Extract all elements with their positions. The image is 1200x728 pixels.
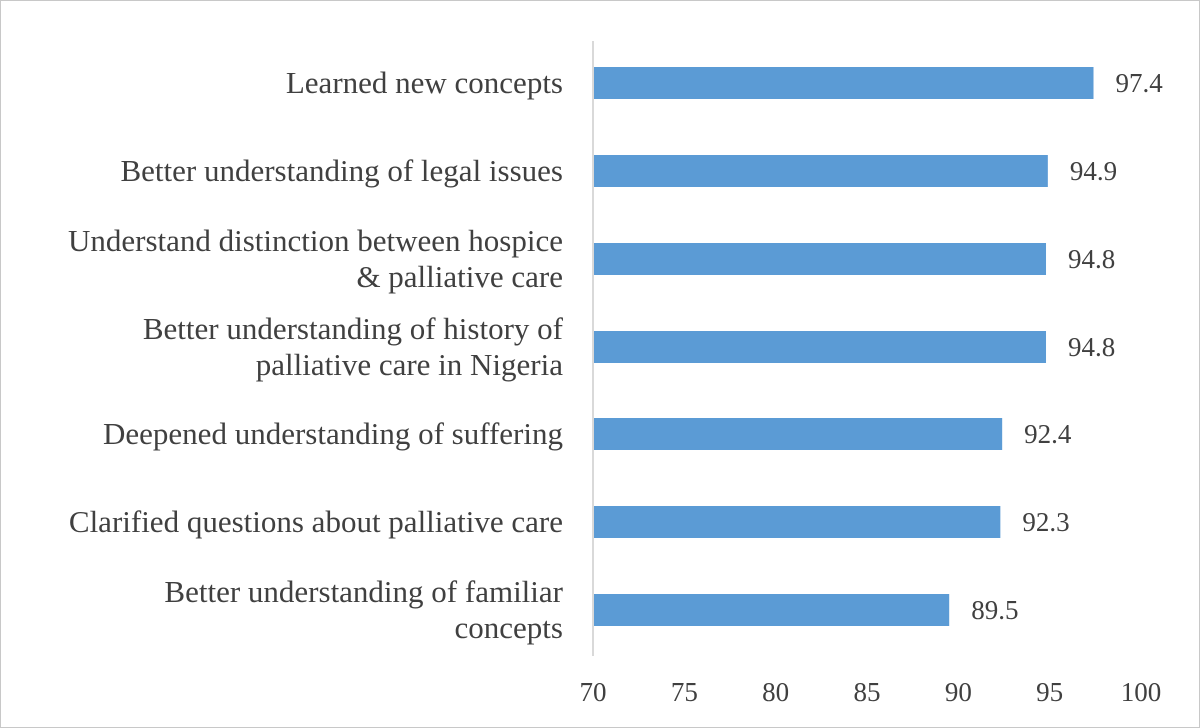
bars-layer — [593, 67, 1094, 626]
value-label: 92.3 — [1022, 507, 1069, 537]
value-label: 97.4 — [1116, 68, 1164, 98]
bar — [593, 67, 1094, 99]
x-tick-label: 75 — [671, 677, 698, 707]
value-label: 89.5 — [971, 595, 1018, 625]
category-label: Better understanding of familiar concepts — [164, 574, 563, 645]
x-tick-label: 80 — [762, 677, 789, 707]
category-label-line: Learned new concepts — [286, 65, 563, 100]
x-tick-label: 100 — [1121, 677, 1162, 707]
value-labels: 97.4 94.9 94.8 94.8 92.4 92.3 89.5 — [971, 68, 1163, 625]
category-label-line: palliative care in Nigeria — [256, 347, 564, 382]
x-tick-label: 85 — [854, 677, 881, 707]
category-labels: Learned new concepts Better understanding… — [68, 65, 564, 645]
category-label: Learned new concepts — [286, 65, 563, 100]
category-label-line: concepts — [455, 610, 563, 645]
bar — [593, 331, 1047, 363]
bar — [593, 155, 1048, 187]
value-label: 92.4 — [1024, 419, 1072, 449]
category-label: Better understanding of legal issues — [120, 153, 563, 188]
category-label: Better understanding of history of pallia… — [143, 311, 564, 382]
bar — [593, 243, 1047, 275]
category-label-line: & palliative care — [356, 259, 563, 294]
category-label-line: Clarified questions about palliative car… — [69, 504, 563, 539]
bar — [593, 418, 1003, 450]
category-label-line: Better understanding of familiar — [164, 574, 563, 609]
category-label-line: Better understanding of history of — [143, 311, 564, 346]
bar — [593, 594, 950, 626]
bar — [593, 506, 1001, 538]
category-label-line: Understand distinction between hospice — [68, 223, 563, 258]
value-label: 94.8 — [1068, 332, 1115, 362]
x-tick-label: 95 — [1036, 677, 1063, 707]
x-tick-label: 70 — [580, 677, 607, 707]
x-tick-labels: 70 75 80 85 90 95 100 — [580, 677, 1162, 707]
category-label: Deepened understanding of suffering — [103, 416, 563, 451]
category-label: Understand distinction between hospice & … — [68, 223, 563, 294]
value-label: 94.9 — [1070, 156, 1117, 186]
value-label: 94.8 — [1068, 244, 1115, 274]
category-label-line: Deepened understanding of suffering — [103, 416, 563, 451]
category-label-line: Better understanding of legal issues — [120, 153, 563, 188]
category-label: Clarified questions about palliative car… — [69, 504, 563, 539]
x-tick-label: 90 — [945, 677, 972, 707]
